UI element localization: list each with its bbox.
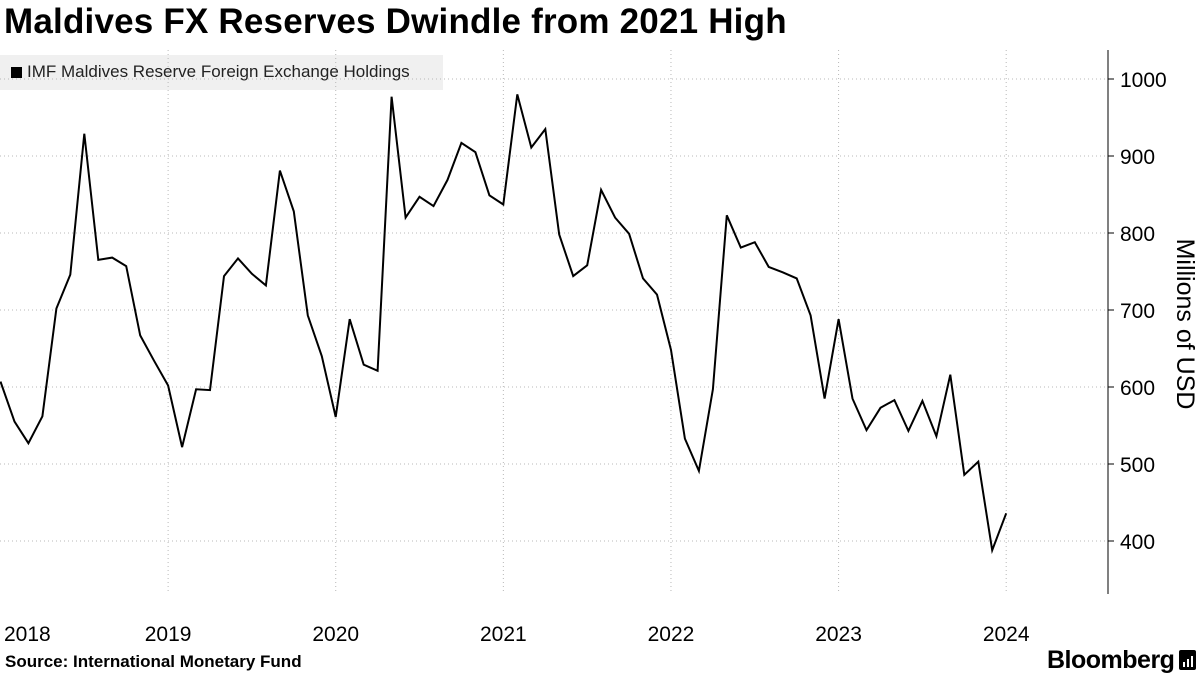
x-axis: 2018 2019 2020 2021 2022 2023 2024 (4, 623, 1030, 646)
x-tick-label-2019: 2019 (145, 623, 192, 646)
x-tick-label-2021: 2021 (480, 623, 527, 646)
legend: IMF Maldives Reserve Foreign Exchange Ho… (0, 55, 443, 90)
source-note: Source: International Monetary Fund (5, 652, 302, 671)
legend-label: IMF Maldives Reserve Foreign Exchange Ho… (27, 62, 410, 81)
series-group (0, 94, 1008, 555)
x-tick-label-2020: 2020 (312, 623, 359, 646)
y-tick-label-1000: 1000 (1120, 69, 1167, 92)
gridlines (0, 50, 1108, 594)
y-tick-label-800: 800 (1120, 223, 1155, 246)
bloomberg-logo: Bloomberg (1047, 646, 1175, 674)
y-tick-label-600: 600 (1120, 377, 1155, 400)
series-line-0 (0, 94, 1008, 555)
x-tick-label-2018: 2018 (4, 623, 51, 646)
legend-swatch (11, 67, 22, 78)
x-tick-label-2024: 2024 (983, 623, 1030, 646)
x-tick-label-2023: 2023 (815, 623, 862, 646)
y-tick-label-500: 500 (1120, 454, 1155, 477)
x-tick-label-2022: 2022 (648, 623, 695, 646)
y-tick-label-700: 700 (1120, 300, 1155, 323)
bloomberg-logo-icon (1179, 650, 1196, 670)
y-tick-label-400: 400 (1120, 531, 1155, 554)
chart-title: Maldives FX Reserves Dwindle from 2021 H… (4, 2, 787, 41)
y-tick-label-900: 900 (1120, 146, 1155, 169)
y-axis: 400 500 600 700 800 900 1000 Millions of USD (1107, 50, 1199, 594)
y-axis-label: Millions of USD (1171, 239, 1199, 410)
